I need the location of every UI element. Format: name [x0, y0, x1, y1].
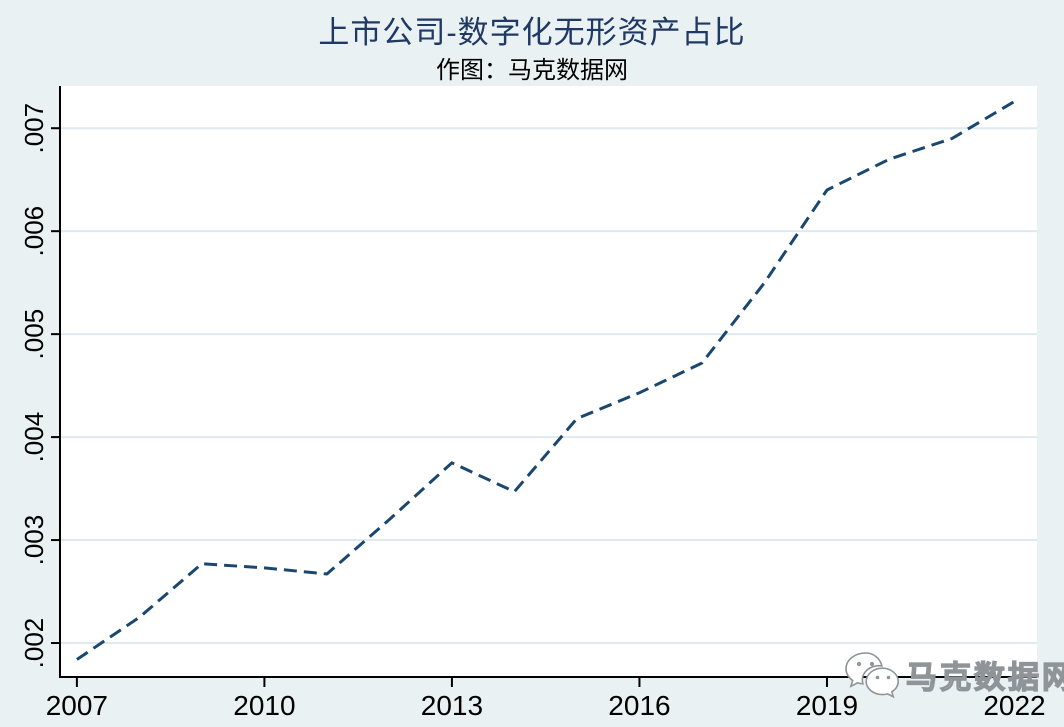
- y-tick-label: .004: [19, 412, 49, 463]
- plot-area: [60, 86, 1037, 677]
- x-tick-label: 2013: [421, 690, 483, 721]
- chart-subtitle: 作图：马克数据网: [436, 57, 628, 84]
- x-tick-label: 2016: [608, 690, 670, 721]
- y-tick-label: .007: [19, 103, 49, 154]
- y-tick-label: .005: [19, 309, 49, 360]
- chart-title: 上市公司-数字化无形资产占比: [318, 15, 746, 50]
- x-tick-label: 2019: [796, 690, 858, 721]
- y-tick-label: .002: [19, 618, 49, 669]
- data-line-series: [76, 100, 1016, 661]
- y-tick-label: .003: [19, 515, 49, 566]
- x-tick-label: 2022: [983, 690, 1045, 721]
- x-tick-label: 2007: [46, 690, 108, 721]
- x-tick-label: 2010: [233, 690, 295, 721]
- y-tick-label: .006: [19, 206, 49, 257]
